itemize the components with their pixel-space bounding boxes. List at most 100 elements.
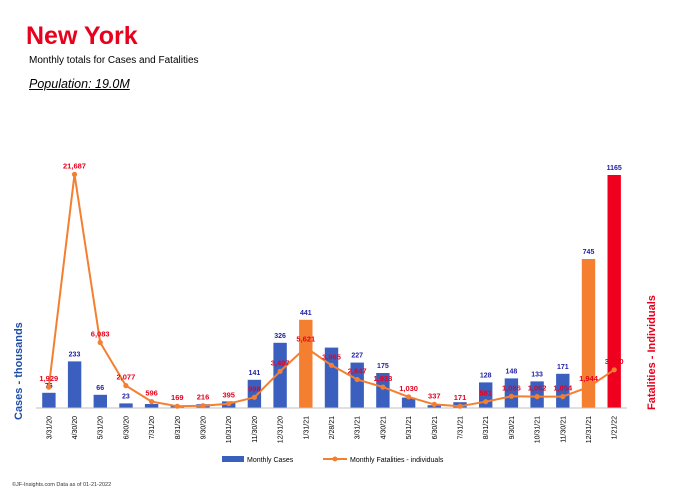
cases-value-12/31/21: 745 <box>583 249 595 256</box>
fatalities-value-5/31/20: 6,083 <box>91 330 110 339</box>
fatalities-point-7/31/21 <box>457 403 463 409</box>
fatalities-value-7/31/21: 171 <box>454 393 467 402</box>
cases-value-1/31/21: 441 <box>300 310 312 317</box>
fatalities-point-8/31/21 <box>483 399 489 405</box>
x-tick-7/31/21: 7/31/21 <box>458 416 465 439</box>
footer-credit: ©JF-Insights.com Data as of 01-21-2022 <box>12 482 112 488</box>
x-tick-12/31/21: 12/31/21 <box>586 416 593 443</box>
fatalities-point-6/30/21 <box>431 401 437 407</box>
fatalities-point-3/31/20 <box>46 384 52 390</box>
cases-value-6/30/20: 23 <box>122 393 130 400</box>
x-tick-11/30/20: 11/30/20 <box>252 416 259 443</box>
x-tick-labels: 3/31/20 4/30/20 5/31/20 6/30/20 7/31/20 8/31/… <box>46 416 618 443</box>
x-tick-6/30/20: 6/30/20 <box>123 416 130 439</box>
cases-value-12/31/20: 326 <box>274 333 286 340</box>
x-tick-9/30/21: 9/30/21 <box>509 416 516 439</box>
fatalities-value-3/31/21: 2,647 <box>348 367 367 376</box>
x-tick-4/30/20: 4/30/20 <box>72 416 79 439</box>
x-tick-7/31/20: 7/31/20 <box>149 416 156 439</box>
fatalities-point-4/30/20 <box>71 171 78 177</box>
fatalities-value-5/31/21: 1,030 <box>399 384 418 393</box>
cases-value-10/31/21: 133 <box>531 371 543 378</box>
fatalities-point-5/31/20 <box>97 339 103 346</box>
population-label: Population: 19.0M <box>29 77 130 91</box>
fatalities-value-12/31/21: 1,944 <box>579 374 599 383</box>
x-tick-4/30/21: 4/30/21 <box>380 416 387 439</box>
fatalities-point-12/31/21 <box>585 384 592 390</box>
cases-value-9/30/21: 148 <box>506 368 518 375</box>
fatalities-value-1/21/22: 3,550 <box>605 357 624 366</box>
cases-bar-9/30/21 <box>504 378 519 408</box>
cases-bar-7/31/20 <box>144 404 159 408</box>
x-tick-3/31/20: 3/31/20 <box>46 416 53 439</box>
fatalities-value-11/30/20: 998 <box>248 384 261 393</box>
fatalities-point-9/30/21 <box>508 393 514 399</box>
cases-value-4/30/20: 233 <box>69 351 81 358</box>
fatalities-value-7/31/20: 596 <box>145 389 158 398</box>
x-tick-5/31/21: 5/31/21 <box>406 416 413 439</box>
fatalities-value-8/31/21: 581 <box>479 389 492 398</box>
cases-bar-11/30/20 <box>247 379 262 408</box>
y-axis-right-label: Fatalities - Individuals <box>646 295 658 410</box>
cases-bar-6/30/20 <box>119 403 133 408</box>
y-axis-left-label: Cases - thousands <box>13 322 25 420</box>
legend-fatalities-marker <box>332 456 338 462</box>
fatalities-value-11/30/21: 1,054 <box>553 384 573 393</box>
cases-bar-11/30/21 <box>556 373 570 408</box>
fatalities-point-1/21/22 <box>611 367 617 373</box>
fatalities-value-12/31/20: 3,407 <box>271 358 290 367</box>
fatalities-point-5/31/21 <box>406 394 412 400</box>
x-tick-2/28/21: 2/28/21 <box>329 416 336 439</box>
chart-subtitle: Monthly totals for Cases and Fatalities <box>29 55 199 66</box>
x-tick-3/31/21: 3/31/21 <box>355 416 362 439</box>
x-tick-1/21/22: 1/21/22 <box>612 416 619 439</box>
cases-bar-1/31/21 <box>299 319 313 408</box>
chart-title: New York <box>26 22 138 50</box>
fatalities-point-11/30/20 <box>251 394 257 400</box>
x-tick-12/31/20: 12/31/20 <box>278 416 285 443</box>
fatalities-value-3/31/20: 1,929 <box>39 374 58 383</box>
cases-value-11/30/21: 171 <box>557 364 569 371</box>
x-tick-8/31/20: 8/31/20 <box>175 416 182 439</box>
cases-value-5/31/20: 66 <box>96 385 104 392</box>
cases-value-4/30/21: 175 <box>377 363 389 370</box>
fatalities-point-6/30/20 <box>123 383 129 389</box>
cases-value-1/21/22: 1165 <box>607 165 622 172</box>
legend-cases-label: Monthly Cases <box>247 457 294 464</box>
fatalities-point-11/30/21 <box>560 394 566 400</box>
x-tick-10/31/20: 10/31/20 <box>226 416 233 443</box>
x-tick-11/30/21: 11/30/21 <box>560 416 567 443</box>
x-tick-9/30/20: 9/30/20 <box>201 416 208 439</box>
fatalities-value-4/30/20: 21,687 <box>63 161 86 170</box>
fatalities-point-7/31/20 <box>149 399 155 405</box>
legend-cases-swatch <box>222 456 244 462</box>
x-tick-5/31/20: 5/31/20 <box>98 416 105 439</box>
fatalities-point-1/31/21 <box>303 344 309 351</box>
cases-bar-1/21/22 <box>607 175 621 408</box>
fatalities-value-4/30/21: 1,938 <box>374 374 393 383</box>
cases-bar-3/31/21 <box>350 362 364 408</box>
cases-bar-4/30/21 <box>376 373 390 408</box>
fatalities-value-1/31/21: 5,621 <box>296 335 315 344</box>
legend: Monthly Cases Monthly Fatalities - indiv… <box>222 456 444 464</box>
fatalities-value-10/31/20: 395 <box>222 391 235 400</box>
fatalities-point-12/31/20 <box>277 368 283 374</box>
fatalities-labels: 1,929 21,687 6,083 2,077 596 169 216 395 998 3,40… <box>39 161 623 402</box>
x-tick-10/31/21: 10/31/21 <box>535 416 542 443</box>
fatalities-line-group <box>46 171 617 409</box>
cases-bar-12/31/21 <box>581 259 596 408</box>
cases-value-3/31/21: 227 <box>351 353 363 360</box>
fatalities-value-8/31/20: 169 <box>171 393 184 402</box>
x-tick-8/31/21: 8/31/21 <box>483 416 490 439</box>
cases-bar-5/31/21 <box>401 397 416 408</box>
x-tick-1/31/21: 1/31/21 <box>303 416 310 439</box>
fatalities-value-9/30/21: 1,086 <box>502 383 521 392</box>
fatalities-point-8/31/20 <box>174 403 180 409</box>
fatalities-point-9/30/20 <box>200 403 206 409</box>
legend-fatalities-label: Monthly Fatalities - individuals <box>350 457 444 464</box>
cases-bar-5/31/20 <box>93 394 107 408</box>
fatalities-point-10/31/21 <box>534 394 540 400</box>
fatalities-point-10/31/20 <box>226 401 232 407</box>
fatalities-value-6/30/21: 337 <box>428 391 441 400</box>
fatalities-value-2/28/21: 3,965 <box>322 352 341 361</box>
